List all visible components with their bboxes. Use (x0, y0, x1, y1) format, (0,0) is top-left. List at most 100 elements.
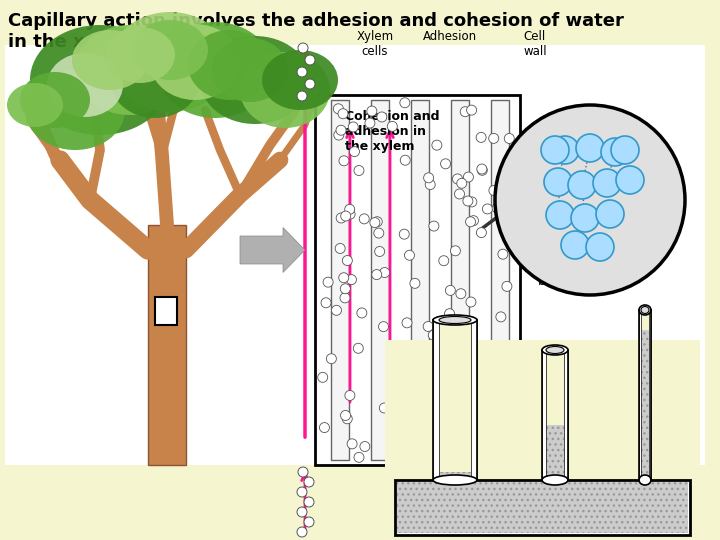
Circle shape (477, 164, 487, 174)
Circle shape (379, 322, 389, 332)
Circle shape (467, 105, 477, 115)
Circle shape (297, 91, 307, 101)
Circle shape (461, 361, 471, 370)
Circle shape (297, 507, 307, 517)
Circle shape (489, 133, 499, 143)
Circle shape (297, 67, 307, 77)
Text: Cell
wall: Cell wall (523, 30, 546, 58)
Circle shape (568, 171, 596, 199)
Bar (397, 482, 688, 533)
Ellipse shape (639, 475, 651, 485)
Circle shape (370, 218, 380, 227)
Circle shape (477, 227, 487, 238)
Circle shape (340, 293, 350, 303)
Circle shape (342, 414, 352, 424)
Circle shape (464, 172, 474, 182)
Circle shape (345, 209, 355, 219)
Circle shape (349, 147, 359, 157)
Circle shape (360, 442, 370, 451)
Ellipse shape (439, 316, 471, 323)
Bar (385, 340, 700, 535)
Text: Capillary action involves the adhesion and cohesion of water: Capillary action involves the adhesion a… (8, 12, 624, 30)
Circle shape (482, 204, 492, 214)
Circle shape (365, 118, 375, 128)
Circle shape (304, 497, 314, 507)
Ellipse shape (546, 347, 564, 354)
Bar (148, 225, 186, 465)
Circle shape (467, 385, 477, 395)
Circle shape (423, 432, 433, 442)
Ellipse shape (262, 50, 338, 110)
Ellipse shape (7, 83, 63, 127)
Circle shape (576, 134, 604, 162)
Circle shape (385, 423, 395, 434)
Bar (433, 320, 439, 480)
Circle shape (379, 267, 390, 278)
Bar (649, 310, 651, 480)
Circle shape (400, 447, 410, 457)
Circle shape (345, 390, 355, 401)
Circle shape (428, 330, 438, 340)
Bar (331, 100, 349, 460)
Circle shape (586, 233, 614, 261)
Circle shape (438, 256, 449, 266)
Circle shape (402, 318, 412, 328)
Circle shape (541, 136, 569, 164)
Bar (546, 425, 564, 480)
Circle shape (404, 382, 414, 392)
Bar (471, 320, 477, 480)
Circle shape (304, 517, 314, 527)
Circle shape (348, 122, 359, 132)
Circle shape (377, 112, 387, 122)
Circle shape (596, 200, 624, 228)
Ellipse shape (30, 25, 170, 135)
Ellipse shape (542, 475, 568, 485)
Circle shape (298, 467, 308, 477)
Circle shape (345, 204, 355, 214)
Circle shape (402, 373, 411, 383)
Circle shape (297, 527, 307, 537)
Circle shape (374, 246, 384, 256)
Bar (641, 330, 649, 480)
Circle shape (354, 453, 364, 462)
Circle shape (498, 249, 508, 259)
Circle shape (544, 168, 572, 196)
Circle shape (477, 165, 487, 176)
Bar (432, 320, 478, 480)
Circle shape (298, 43, 308, 53)
Circle shape (354, 166, 364, 176)
Circle shape (402, 357, 413, 367)
Bar (5, 45, 705, 465)
Bar (439, 472, 471, 480)
Circle shape (408, 359, 418, 369)
Circle shape (390, 351, 400, 361)
Ellipse shape (20, 72, 90, 128)
Circle shape (492, 203, 502, 213)
Ellipse shape (25, 70, 125, 150)
Bar (564, 350, 568, 480)
Bar (451, 100, 469, 460)
Circle shape (546, 201, 574, 229)
Ellipse shape (72, 30, 148, 90)
Circle shape (451, 246, 460, 256)
Circle shape (601, 138, 629, 166)
Ellipse shape (75, 25, 185, 115)
Circle shape (339, 156, 349, 166)
Ellipse shape (433, 315, 477, 325)
Circle shape (341, 410, 351, 421)
Ellipse shape (200, 36, 310, 124)
Circle shape (551, 136, 579, 164)
Circle shape (407, 387, 417, 397)
Circle shape (406, 439, 416, 449)
Ellipse shape (542, 345, 568, 355)
Circle shape (321, 298, 331, 308)
Circle shape (367, 106, 377, 116)
Circle shape (593, 169, 621, 197)
Text: Adhesion: Adhesion (423, 30, 477, 43)
Ellipse shape (47, 53, 123, 117)
Bar (491, 100, 509, 460)
Circle shape (504, 133, 514, 144)
Circle shape (388, 421, 398, 431)
Circle shape (561, 231, 589, 259)
Circle shape (359, 214, 369, 224)
